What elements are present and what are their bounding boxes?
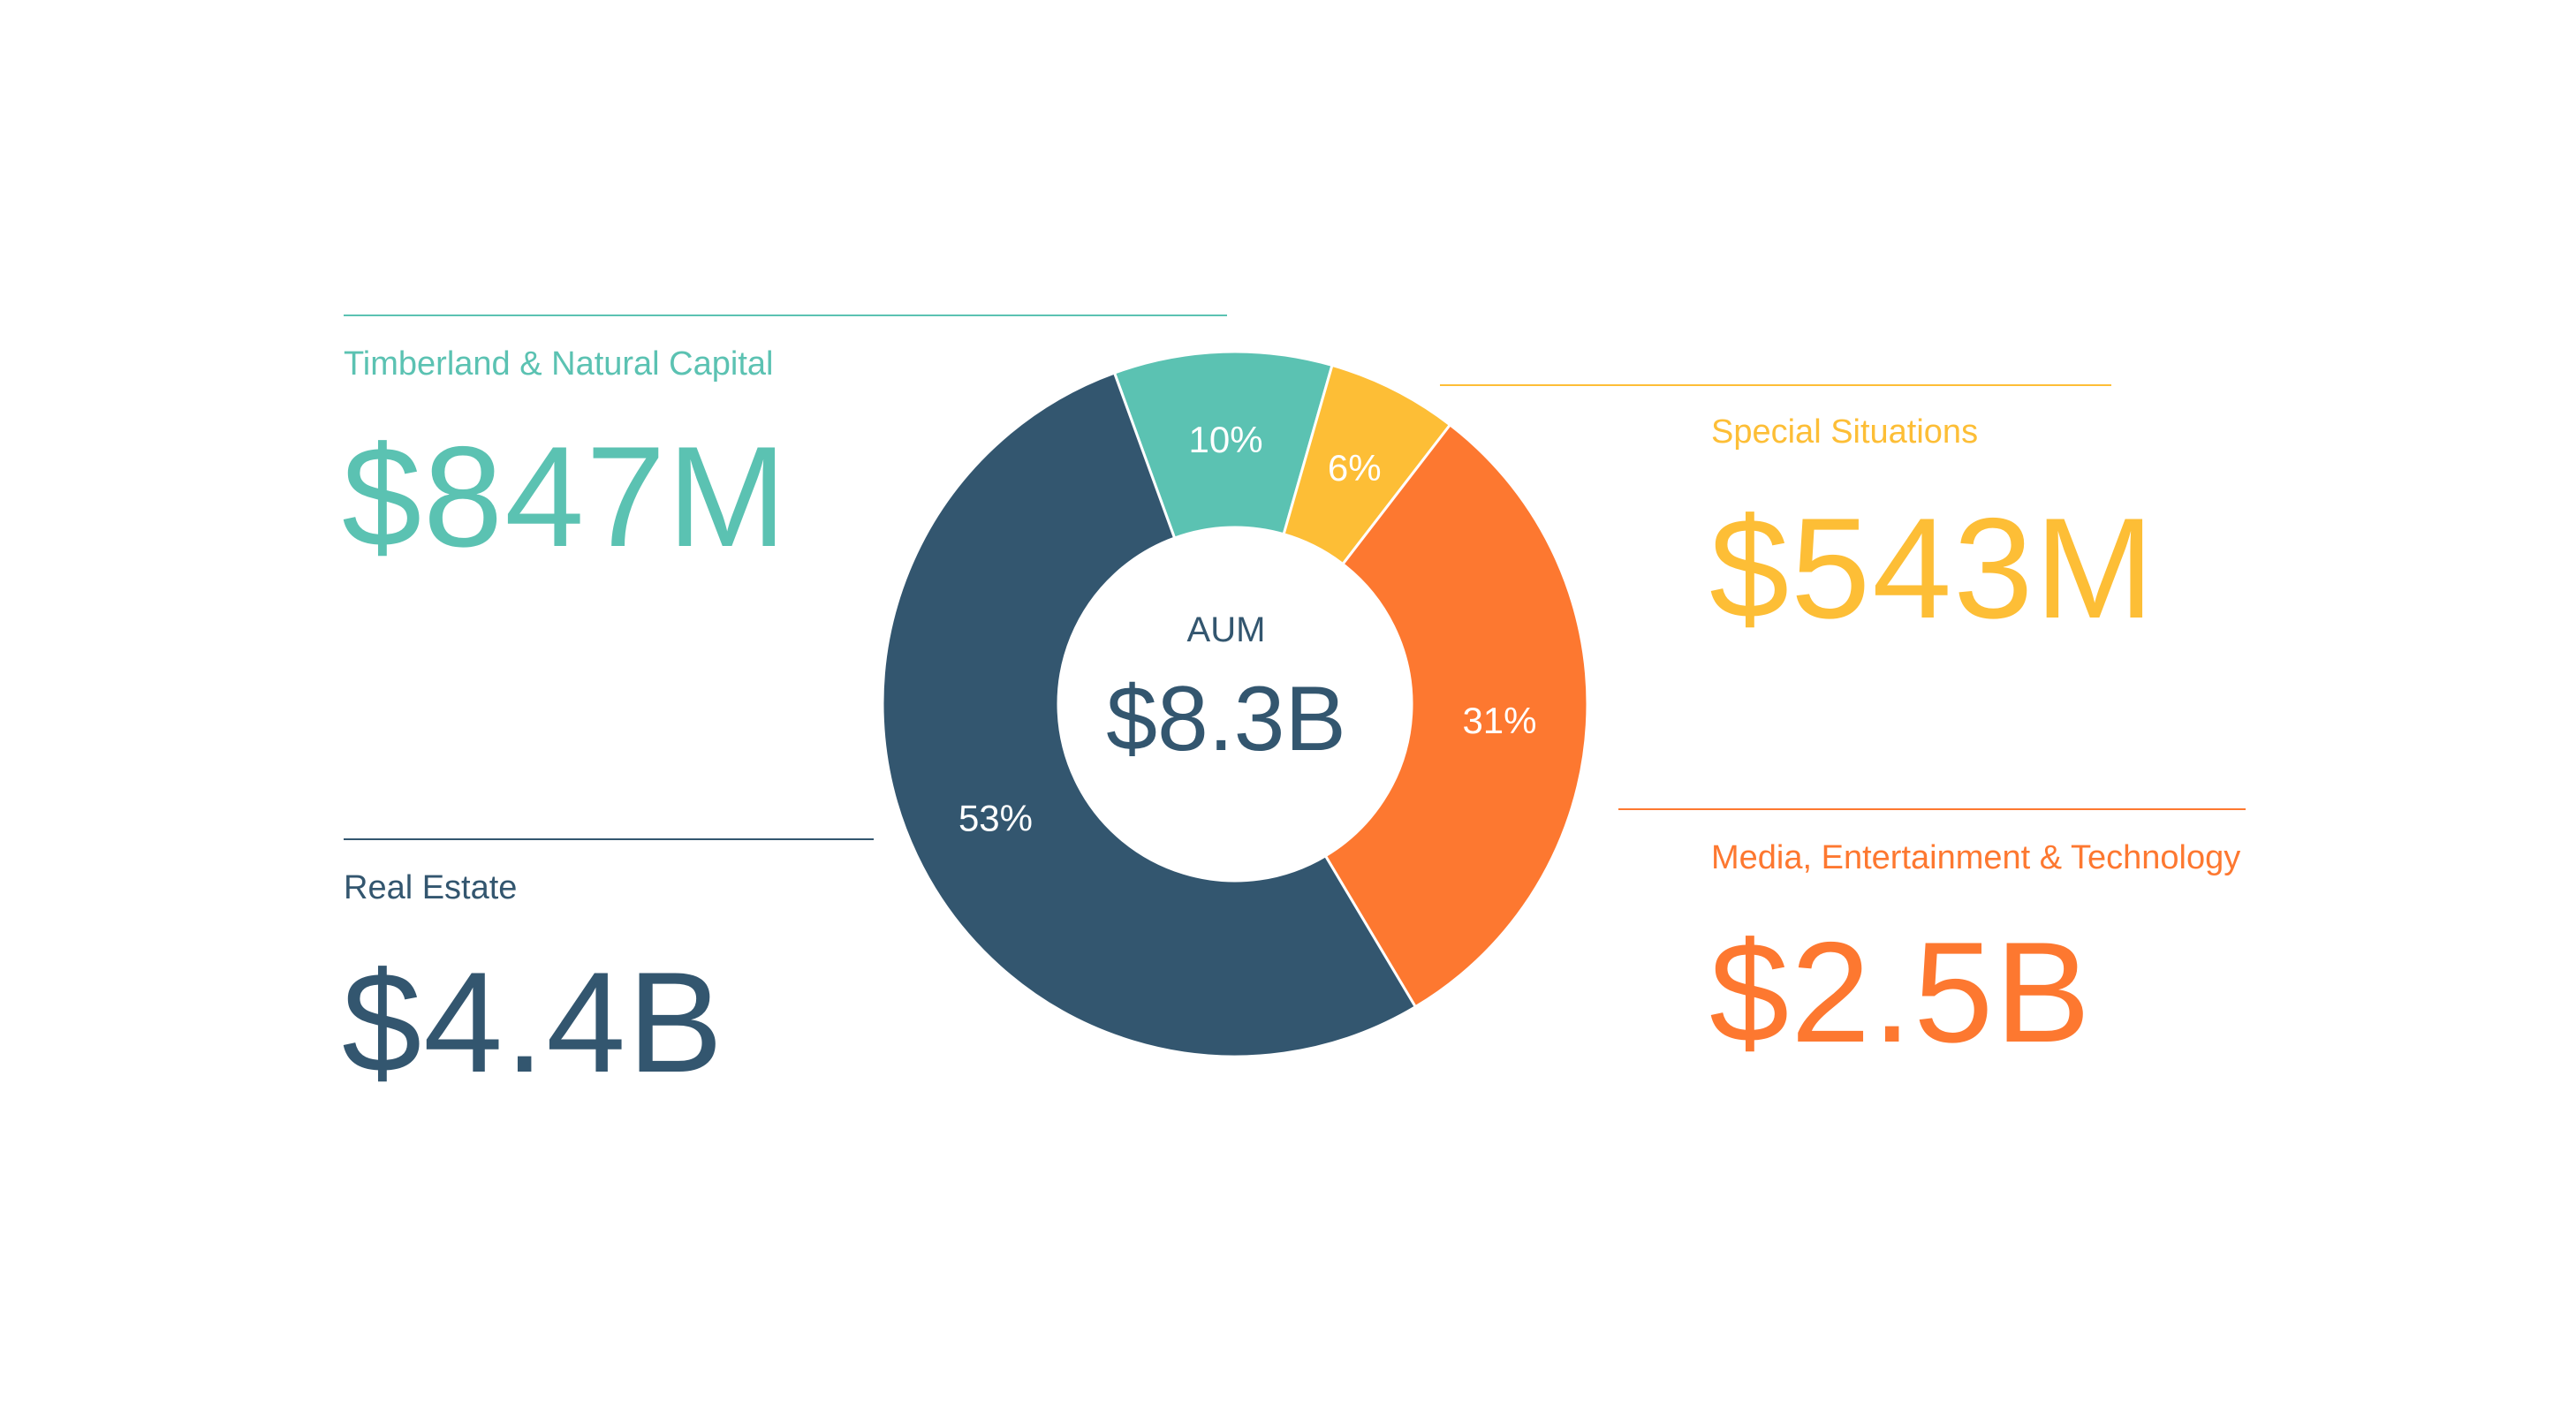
real-estate-rule xyxy=(344,838,874,840)
special-situations-rule xyxy=(1440,384,2111,386)
donut-slice-label-2: 6% xyxy=(1328,447,1382,489)
donut-slice-labels: 10% 6% 31% 53% xyxy=(958,419,1537,838)
donut-slice-label-1: 10% xyxy=(1188,419,1262,460)
donut-center-value: $8.3B xyxy=(1106,668,1346,770)
donut-slice-4 xyxy=(881,371,1417,1058)
timberland-rule xyxy=(344,315,1227,316)
timberland-value: $847M xyxy=(342,417,789,577)
donut-slice-label-4: 53% xyxy=(958,798,1033,839)
donut-slice-1 xyxy=(1113,350,1334,540)
real-estate-value: $4.4B xyxy=(342,943,725,1103)
media-label: Media, Entertainment & Technology xyxy=(1711,839,2241,876)
donut-slice-3 xyxy=(1323,423,1589,1009)
special-situations-label: Special Situations xyxy=(1711,413,1979,451)
donut-slice-label-3: 31% xyxy=(1462,700,1536,741)
real-estate-label: Real Estate xyxy=(344,869,518,906)
timberland-label: Timberland & Natural Capital xyxy=(344,345,774,383)
media-rule xyxy=(1618,808,2246,810)
donut-center-label: AUM xyxy=(1187,610,1266,649)
special-situations-value: $543M xyxy=(1709,489,2156,648)
media-value: $2.5B xyxy=(1709,913,2093,1072)
donut-slices xyxy=(881,350,1589,1058)
